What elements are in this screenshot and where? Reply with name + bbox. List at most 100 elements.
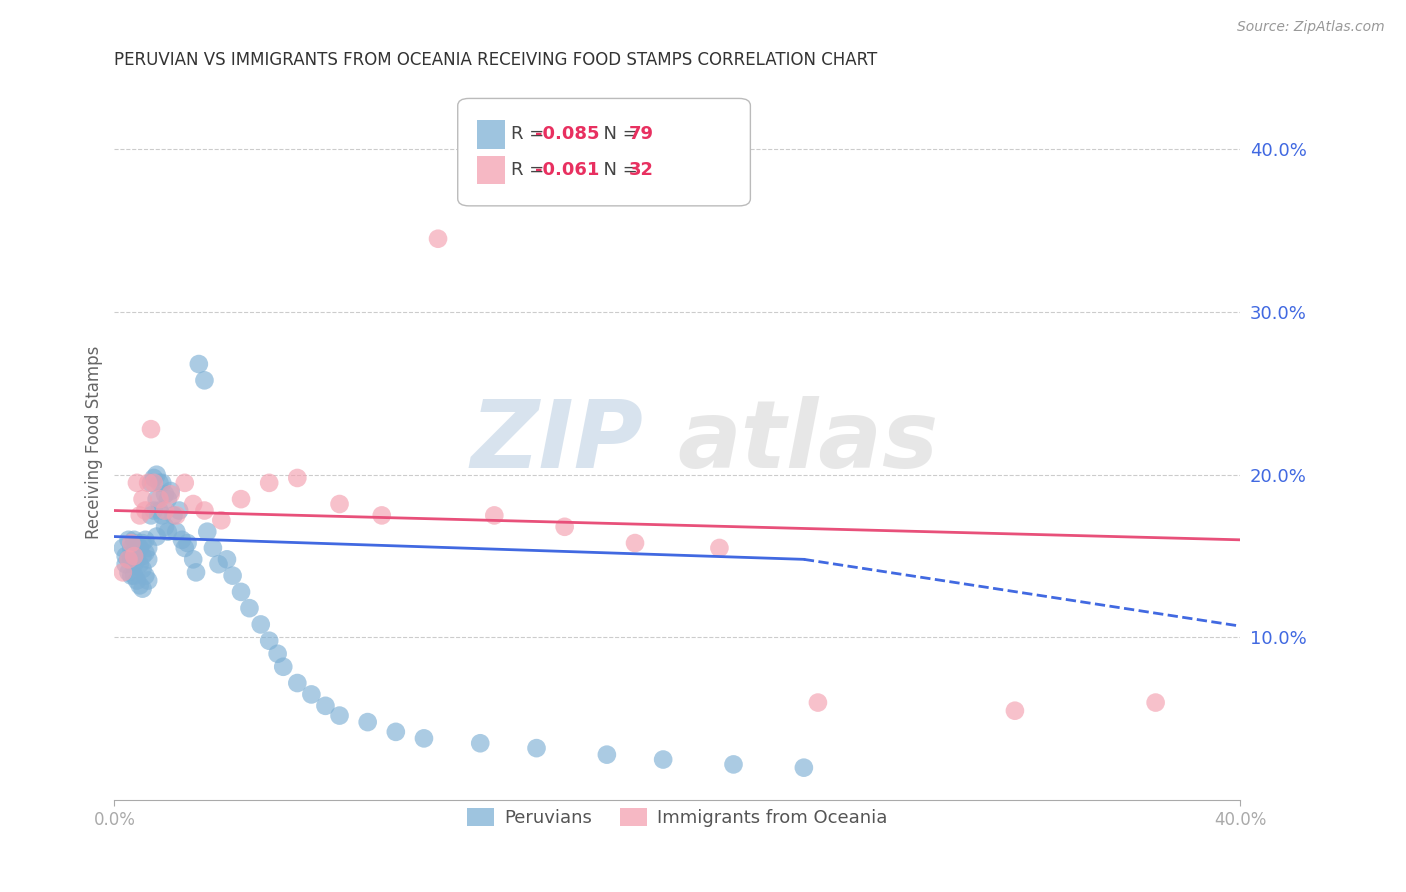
Point bbox=[125, 574, 148, 588]
Point bbox=[122, 546, 145, 560]
Point bbox=[120, 536, 142, 550]
Point bbox=[207, 558, 229, 572]
Point bbox=[148, 475, 170, 490]
Point bbox=[117, 533, 139, 547]
Point bbox=[167, 503, 190, 517]
Point bbox=[165, 508, 187, 523]
Point bbox=[139, 475, 162, 490]
Point bbox=[125, 475, 148, 490]
Point bbox=[596, 747, 619, 762]
Point bbox=[148, 503, 170, 517]
Text: ZIP: ZIP bbox=[471, 396, 644, 488]
Point bbox=[328, 497, 350, 511]
Point bbox=[122, 568, 145, 582]
Point bbox=[229, 585, 252, 599]
Point bbox=[117, 552, 139, 566]
Point bbox=[117, 552, 139, 566]
Point bbox=[624, 536, 647, 550]
Point bbox=[793, 761, 815, 775]
Point bbox=[266, 647, 288, 661]
Point bbox=[136, 475, 159, 490]
Point bbox=[131, 536, 153, 550]
Point bbox=[470, 736, 492, 750]
Point bbox=[122, 533, 145, 547]
Point bbox=[145, 467, 167, 482]
Point bbox=[238, 601, 260, 615]
Point bbox=[142, 475, 165, 490]
Point bbox=[125, 552, 148, 566]
Point bbox=[229, 492, 252, 507]
Point bbox=[120, 541, 142, 555]
Point bbox=[131, 492, 153, 507]
Point bbox=[1144, 696, 1167, 710]
Text: 79: 79 bbox=[628, 125, 654, 144]
Point bbox=[145, 530, 167, 544]
Point bbox=[413, 731, 436, 746]
Point bbox=[111, 541, 134, 555]
Point bbox=[176, 536, 198, 550]
Point bbox=[554, 520, 576, 534]
Text: N =: N = bbox=[592, 161, 643, 179]
Point bbox=[148, 492, 170, 507]
Point bbox=[131, 582, 153, 596]
Point bbox=[484, 508, 506, 523]
Point bbox=[271, 659, 294, 673]
Point bbox=[709, 541, 731, 555]
Point bbox=[181, 552, 204, 566]
Point bbox=[314, 698, 336, 713]
Point bbox=[159, 487, 181, 501]
Point bbox=[215, 552, 238, 566]
Point bbox=[156, 524, 179, 539]
Text: PERUVIAN VS IMMIGRANTS FROM OCEANIA RECEIVING FOOD STAMPS CORRELATION CHART: PERUVIAN VS IMMIGRANTS FROM OCEANIA RECE… bbox=[114, 51, 877, 69]
Point bbox=[257, 475, 280, 490]
Point bbox=[128, 578, 150, 592]
Text: N =: N = bbox=[592, 125, 643, 144]
Point bbox=[1004, 704, 1026, 718]
Point bbox=[807, 696, 830, 710]
Point bbox=[117, 566, 139, 580]
Point bbox=[181, 497, 204, 511]
Bar bbox=[477, 156, 505, 185]
Point bbox=[285, 676, 308, 690]
Point bbox=[156, 492, 179, 507]
Text: R =: R = bbox=[510, 161, 550, 179]
Point bbox=[134, 568, 156, 582]
Point bbox=[139, 508, 162, 523]
Point bbox=[723, 757, 745, 772]
Point bbox=[193, 503, 215, 517]
Point bbox=[122, 558, 145, 572]
Bar bbox=[477, 120, 505, 149]
Point bbox=[145, 492, 167, 507]
Text: 32: 32 bbox=[628, 161, 654, 179]
Point bbox=[173, 541, 195, 555]
Y-axis label: Receiving Food Stamps: Receiving Food Stamps bbox=[86, 345, 103, 539]
Point bbox=[162, 508, 184, 523]
Point bbox=[285, 471, 308, 485]
Point bbox=[134, 533, 156, 547]
Point bbox=[114, 549, 136, 563]
Point bbox=[153, 503, 176, 517]
Point bbox=[136, 552, 159, 566]
Point bbox=[128, 558, 150, 572]
Point bbox=[526, 741, 548, 756]
Point bbox=[122, 549, 145, 563]
Point bbox=[142, 471, 165, 485]
FancyBboxPatch shape bbox=[458, 98, 751, 206]
Point bbox=[371, 508, 394, 523]
Point bbox=[209, 513, 232, 527]
Point bbox=[385, 724, 408, 739]
Point bbox=[131, 549, 153, 563]
Point bbox=[159, 483, 181, 498]
Text: Source: ZipAtlas.com: Source: ZipAtlas.com bbox=[1237, 20, 1385, 34]
Point bbox=[328, 708, 350, 723]
Point bbox=[150, 475, 173, 490]
Point bbox=[136, 574, 159, 588]
Point bbox=[128, 508, 150, 523]
Point bbox=[136, 541, 159, 555]
Point bbox=[142, 503, 165, 517]
Point bbox=[128, 541, 150, 555]
Point bbox=[153, 487, 176, 501]
Text: atlas: atlas bbox=[678, 396, 938, 488]
Point bbox=[201, 541, 224, 555]
Point bbox=[193, 373, 215, 387]
